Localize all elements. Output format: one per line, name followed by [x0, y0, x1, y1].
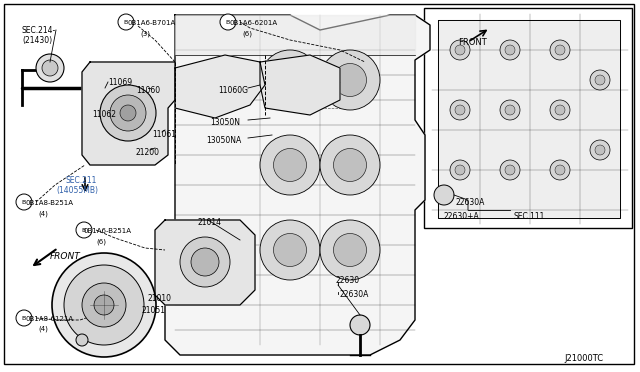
Circle shape — [595, 145, 605, 155]
Text: 22630: 22630 — [336, 276, 360, 285]
Circle shape — [550, 160, 570, 180]
Text: SEC.214-: SEC.214- — [22, 26, 56, 35]
Text: B: B — [226, 19, 230, 25]
Text: (6): (6) — [96, 238, 106, 244]
Polygon shape — [175, 15, 415, 55]
Text: (4): (4) — [38, 210, 48, 217]
Circle shape — [505, 105, 515, 115]
Text: B: B — [22, 199, 26, 205]
Circle shape — [36, 54, 64, 82]
Circle shape — [450, 160, 470, 180]
Polygon shape — [165, 15, 430, 355]
Circle shape — [590, 140, 610, 160]
Polygon shape — [175, 55, 265, 118]
Text: 0B1A6-B251A: 0B1A6-B251A — [84, 228, 132, 234]
Text: 0B1A6-6201A: 0B1A6-6201A — [230, 20, 278, 26]
Text: (14055MB): (14055MB) — [56, 186, 98, 195]
Circle shape — [100, 85, 156, 141]
Circle shape — [333, 234, 367, 266]
Text: FRONT: FRONT — [50, 252, 81, 261]
Polygon shape — [260, 55, 340, 115]
Circle shape — [555, 45, 565, 55]
Circle shape — [595, 75, 605, 85]
Circle shape — [220, 14, 236, 30]
Circle shape — [260, 135, 320, 195]
Circle shape — [333, 64, 367, 96]
Circle shape — [550, 40, 570, 60]
Text: 13050NA: 13050NA — [206, 136, 241, 145]
Circle shape — [455, 165, 465, 175]
Text: SEC.111: SEC.111 — [514, 212, 545, 221]
Text: 11061: 11061 — [152, 130, 176, 139]
Circle shape — [76, 222, 92, 238]
Text: 0B1A6-B701A: 0B1A6-B701A — [128, 20, 176, 26]
Circle shape — [505, 45, 515, 55]
Circle shape — [94, 295, 114, 315]
Circle shape — [260, 50, 320, 110]
Circle shape — [76, 334, 88, 346]
Circle shape — [110, 95, 146, 131]
Text: B: B — [82, 228, 86, 232]
Circle shape — [450, 100, 470, 120]
Circle shape — [273, 148, 307, 182]
Polygon shape — [438, 20, 620, 218]
Circle shape — [434, 185, 454, 205]
Text: 0B1A8-6121A: 0B1A8-6121A — [26, 316, 74, 322]
Text: FRONT: FRONT — [458, 38, 487, 47]
Circle shape — [118, 14, 134, 30]
Circle shape — [320, 220, 380, 280]
Text: (21430): (21430) — [22, 36, 52, 45]
Text: 22630A: 22630A — [340, 290, 369, 299]
Circle shape — [455, 45, 465, 55]
Circle shape — [555, 105, 565, 115]
Text: 11062: 11062 — [92, 110, 116, 119]
Circle shape — [42, 60, 58, 76]
Text: 22630A: 22630A — [456, 198, 485, 207]
Circle shape — [273, 234, 307, 266]
Circle shape — [52, 253, 156, 357]
Circle shape — [120, 105, 136, 121]
Circle shape — [455, 105, 465, 115]
Circle shape — [82, 283, 126, 327]
Text: 11060G: 11060G — [218, 86, 248, 95]
Circle shape — [320, 135, 380, 195]
Circle shape — [505, 165, 515, 175]
Circle shape — [333, 148, 367, 182]
Text: 11069: 11069 — [108, 78, 132, 87]
Polygon shape — [82, 62, 175, 165]
Bar — [424, 8, 632, 228]
Circle shape — [191, 248, 219, 276]
Circle shape — [550, 100, 570, 120]
Circle shape — [180, 237, 230, 287]
Text: B: B — [124, 19, 128, 25]
Circle shape — [450, 40, 470, 60]
Text: 21014: 21014 — [198, 218, 222, 227]
Text: 21200: 21200 — [136, 148, 160, 157]
Text: 0B1A8-B251A: 0B1A8-B251A — [26, 200, 74, 206]
Polygon shape — [155, 220, 255, 305]
Text: 11060: 11060 — [136, 86, 160, 95]
Text: SEC.211: SEC.211 — [66, 176, 97, 185]
Text: 22630+A: 22630+A — [444, 212, 480, 221]
Text: 13050N: 13050N — [210, 118, 240, 127]
Circle shape — [350, 315, 370, 335]
Circle shape — [590, 70, 610, 90]
Circle shape — [320, 50, 380, 110]
Text: (3): (3) — [140, 30, 150, 36]
Circle shape — [555, 165, 565, 175]
Text: 21010: 21010 — [148, 294, 172, 303]
Circle shape — [500, 100, 520, 120]
Text: (6): (6) — [242, 30, 252, 36]
Text: (4): (4) — [38, 326, 48, 333]
Circle shape — [260, 220, 320, 280]
Circle shape — [64, 265, 144, 345]
Text: B: B — [22, 315, 26, 321]
Circle shape — [500, 40, 520, 60]
Circle shape — [500, 160, 520, 180]
Text: J21000TC: J21000TC — [564, 354, 603, 363]
Circle shape — [273, 64, 307, 96]
Text: 21051: 21051 — [142, 306, 166, 315]
Circle shape — [16, 194, 32, 210]
Circle shape — [16, 310, 32, 326]
